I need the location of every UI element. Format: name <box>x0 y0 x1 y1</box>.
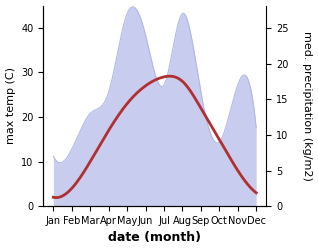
Y-axis label: med. precipitation (kg/m2): med. precipitation (kg/m2) <box>302 31 313 181</box>
X-axis label: date (month): date (month) <box>108 232 201 244</box>
Y-axis label: max temp (C): max temp (C) <box>5 67 16 144</box>
